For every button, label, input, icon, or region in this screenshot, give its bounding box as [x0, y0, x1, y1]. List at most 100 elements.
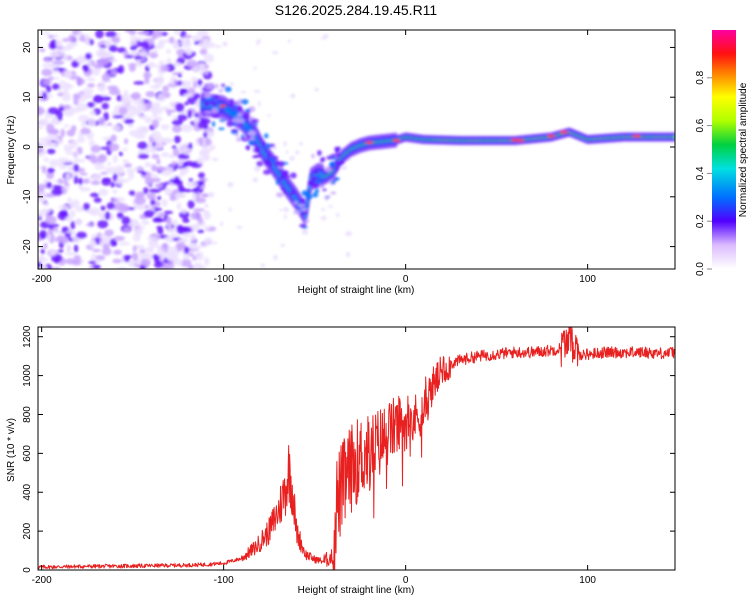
noise-blob [38, 255, 45, 263]
snr-x-tick-label: -200 [32, 575, 52, 586]
noise-blob [61, 226, 69, 232]
noise-blob [143, 148, 151, 154]
noise-blob [222, 41, 228, 47]
noise-blob [39, 118, 49, 126]
noise-blob [166, 49, 171, 55]
noise-blob [323, 33, 329, 39]
noise-blob [111, 124, 122, 132]
spectrogram-heat-layer [38, 30, 675, 269]
noise-blob [203, 131, 208, 139]
noise-blob [84, 52, 92, 60]
noise-blob [273, 254, 278, 261]
noise-blob [168, 250, 180, 257]
colorbar-tick-label: 0.2 [695, 214, 706, 228]
noise-blob [144, 116, 153, 124]
ridge-scatter [242, 113, 251, 119]
ridge-scatter [204, 110, 212, 114]
spectrogram-x-tick-label: -100 [214, 274, 234, 285]
noise-blob [108, 44, 118, 53]
noise-blob [74, 219, 83, 225]
noise-blob [105, 166, 111, 174]
ridge-scatter [241, 126, 246, 131]
noise-blob [164, 92, 171, 99]
ridge-scatter [235, 133, 240, 137]
noise-blob [236, 225, 243, 230]
noise-blob [197, 41, 209, 48]
ridge-scatter [331, 180, 336, 185]
noise-blob [179, 168, 190, 172]
noise-blob [252, 177, 259, 183]
noise-blob [116, 212, 124, 219]
noise-blob [166, 57, 172, 65]
snr-plot-area [38, 327, 675, 570]
ridge-scatter [312, 182, 321, 189]
ridge-scatter [334, 165, 339, 172]
snr-series-line [38, 327, 675, 570]
noise-blob [100, 205, 106, 211]
noise-blob [112, 258, 122, 264]
ridge-scatter [256, 160, 263, 167]
noise-blob [45, 85, 52, 93]
noise-blob [139, 249, 146, 254]
noise-blob [85, 223, 95, 227]
colorbar-gradient [712, 30, 736, 269]
snr-x-tick-label: 100 [579, 575, 596, 586]
noise-blob [289, 155, 295, 161]
noise-blob [110, 134, 117, 143]
noise-blob [126, 168, 136, 174]
noise-blob [130, 35, 139, 42]
noise-blob [89, 176, 98, 180]
noise-blob [93, 61, 98, 65]
noise-blob [153, 216, 163, 222]
noise-blob [171, 178, 181, 185]
colorbar-label: Normalized spectral amplitude [738, 82, 749, 217]
noise-blob [208, 192, 215, 198]
noise-blob [82, 87, 94, 94]
noise-blob [172, 219, 179, 227]
noise-blob [181, 40, 192, 48]
noise-blob [57, 157, 69, 164]
spectrogram-y-tick-label: -20 [22, 239, 33, 254]
ridge-scatter [247, 131, 254, 136]
noise-blob [89, 265, 94, 269]
spectrogram-y-tick-label: -10 [22, 189, 33, 204]
noise-blob [40, 266, 48, 269]
noise-blob [198, 136, 204, 146]
noise-blob [108, 143, 120, 152]
noise-blob [46, 123, 55, 133]
noise-blob [68, 145, 77, 149]
noise-blob [113, 154, 118, 164]
noise-blob [169, 101, 176, 108]
noise-blob [173, 62, 182, 67]
colorbar-tick-label: 0.8 [695, 70, 706, 84]
noise-blob [182, 232, 191, 238]
ridge-scatter [261, 140, 266, 147]
noise-blob [104, 211, 111, 220]
noise-blob [39, 48, 46, 53]
noise-blob [177, 238, 189, 243]
noise-blob [205, 131, 214, 137]
noise-blob [144, 75, 150, 85]
noise-blob [198, 172, 205, 179]
noise-blob [144, 247, 154, 252]
noise-blob [163, 39, 170, 43]
noise-blob [165, 227, 178, 233]
noise-blob [52, 227, 59, 232]
ridge-scatter [211, 121, 216, 128]
noise-blob [144, 176, 154, 186]
noise-blob [38, 191, 47, 198]
ridge-scatter [309, 180, 315, 184]
noise-blob [57, 234, 65, 242]
noise-blob [134, 107, 143, 116]
noise-blob [113, 249, 122, 255]
noise-blob [171, 119, 183, 126]
noise-blob [163, 210, 174, 215]
ridge-scatter [230, 129, 239, 133]
ridge-scatter [227, 104, 234, 108]
noise-blob [143, 187, 149, 195]
noise-blob [76, 57, 87, 64]
ridge-scatter [266, 152, 271, 159]
noise-blob [253, 89, 261, 93]
noise-blob [100, 146, 111, 150]
